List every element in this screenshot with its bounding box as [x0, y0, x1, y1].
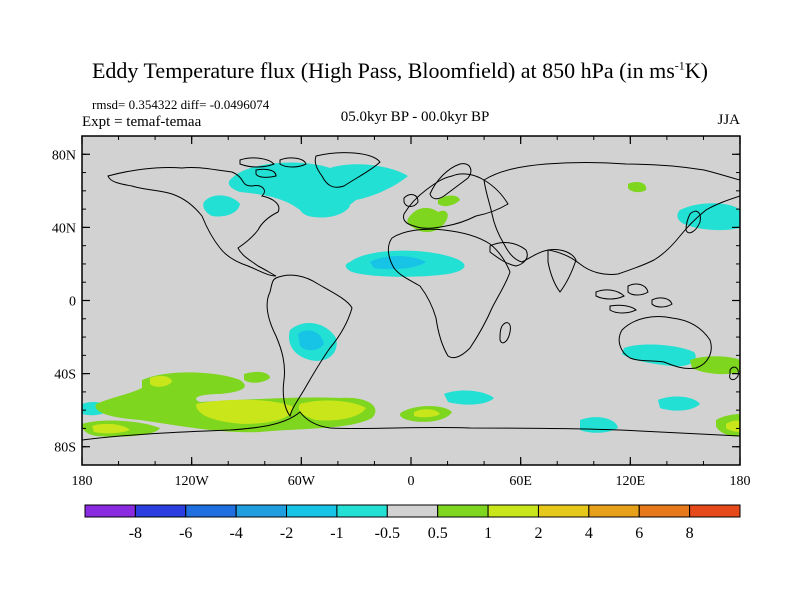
- colorbar-swatch: [386, 504, 439, 518]
- coastline-scandinavia: [429, 163, 472, 200]
- colorbar-label: 2: [534, 525, 542, 542]
- coastline-africa: [387, 228, 511, 359]
- colorbar-swatch: [638, 504, 691, 518]
- lat-tick-label: 40S: [54, 368, 76, 383]
- lon-tick-label: 120E: [616, 474, 646, 489]
- chart-title: Eddy Temperature flux (High Pass, Bloomf…: [91, 58, 708, 83]
- lon-tick-label: 60E: [509, 474, 532, 489]
- coastline-antarctica: [82, 411, 740, 441]
- anomaly-ross-sea-core: [726, 420, 740, 432]
- coastline-japan: [685, 210, 701, 234]
- coastline-greenland: [314, 152, 381, 188]
- coastline-indonesia: [595, 283, 673, 314]
- experiment-label: Expt = temaf-temaa: [82, 114, 202, 130]
- coastline-arctic-islands: [239, 157, 307, 178]
- coastline-new-zealand: [729, 366, 739, 381]
- colorbar-swatch: [537, 504, 590, 518]
- anomaly-north-atlantic: [299, 197, 350, 218]
- anomaly-canada-arctic: [228, 162, 408, 215]
- anomaly-pacific-south-east: [244, 371, 270, 383]
- colorbar-label: 1: [484, 525, 492, 542]
- lon-tick-label: 120W: [175, 474, 210, 489]
- colorbar-label: -2: [280, 525, 293, 542]
- coastline-arabia: [489, 242, 528, 267]
- coastline-europe: [403, 173, 509, 229]
- anomaly-southern-ocean-west-core-3: [150, 375, 172, 387]
- lat-tick-label: 0: [69, 295, 76, 310]
- colorbar-label: -1: [330, 525, 343, 542]
- colorbar-label: 6: [635, 525, 643, 542]
- colorbar-label: 4: [585, 525, 593, 542]
- coastline-british-isles: [403, 194, 419, 207]
- axis-ticks: 80N 40N 0 40S 80S 180 120W 60W 0 60E 120E 180: [52, 135, 751, 489]
- lon-tick-label: 0: [408, 474, 415, 489]
- lon-tick-label: 180: [730, 474, 751, 489]
- anomaly-mediterranean: [407, 207, 448, 233]
- lat-tick-label: 80S: [54, 441, 76, 456]
- colorbar-swatch: [134, 504, 187, 518]
- season-label: JJA: [717, 112, 740, 128]
- colorbar-swatch: [689, 504, 741, 518]
- coastline-asia: [483, 162, 740, 275]
- anomaly-southern-atlantic: [444, 390, 494, 405]
- coastline-madagascar: [499, 322, 511, 344]
- colorbar-label: -8: [129, 525, 142, 542]
- coastline-south-america: [266, 274, 353, 418]
- anomaly-north-pacific: [677, 203, 740, 231]
- anomaly-australia-south: [622, 344, 696, 367]
- coastlines: [82, 152, 740, 441]
- lon-tick-label: 180: [72, 474, 93, 489]
- anomaly-southern-ocean-west-core: [196, 399, 293, 424]
- period-label: 05.0kyr BP - 00.0kyr BP: [340, 109, 490, 125]
- colorbar-label: 8: [686, 525, 694, 542]
- lat-tick-label: 40N: [52, 221, 76, 236]
- lon-tick-label: 60W: [288, 474, 316, 489]
- anomaly-fields: [82, 162, 740, 437]
- anomaly-siberia: [628, 182, 647, 193]
- anomaly-south-of-australia: [690, 356, 740, 375]
- colorbar-swatch: [437, 504, 489, 518]
- anomaly-europe-north: [438, 195, 460, 207]
- colorbar: -8 -6 -4 -2 -1 -0.5 0.5 1 2 4 6 8: [84, 504, 741, 542]
- colorbar-swatch: [588, 504, 640, 518]
- anomaly-south-america-core: [298, 330, 324, 351]
- colorbar-label: -0.5: [375, 525, 400, 542]
- colorbar-swatch: [185, 504, 237, 518]
- stats-label: rmsd= 0.354322 diff= -0.0496074: [92, 97, 270, 112]
- colorbar-swatch: [84, 504, 136, 518]
- anomaly-south-pacific: [658, 396, 700, 411]
- lat-tick-label: 80N: [52, 148, 76, 163]
- colorbar-label: 0.5: [428, 525, 448, 542]
- colorbar-label: -6: [179, 525, 192, 542]
- anomaly-antarctic-coast-west-core: [92, 423, 130, 434]
- colorbar-swatch: [286, 504, 338, 518]
- coastline-australia: [618, 316, 712, 369]
- colorbar-swatch: [336, 504, 388, 518]
- colorbar-swatch: [235, 504, 288, 518]
- coastline-north-america: [107, 167, 280, 277]
- anomaly-weddell-sea-core: [414, 409, 440, 418]
- anomaly-southern-ocean-west-core-2: [298, 400, 366, 421]
- colorbar-label: -4: [229, 525, 242, 542]
- coastline-india: [547, 249, 577, 293]
- colorbar-swatch: [487, 504, 539, 518]
- anomaly-north-america: [203, 195, 240, 217]
- anomaly-tropical-atlantic-core: [370, 256, 426, 270]
